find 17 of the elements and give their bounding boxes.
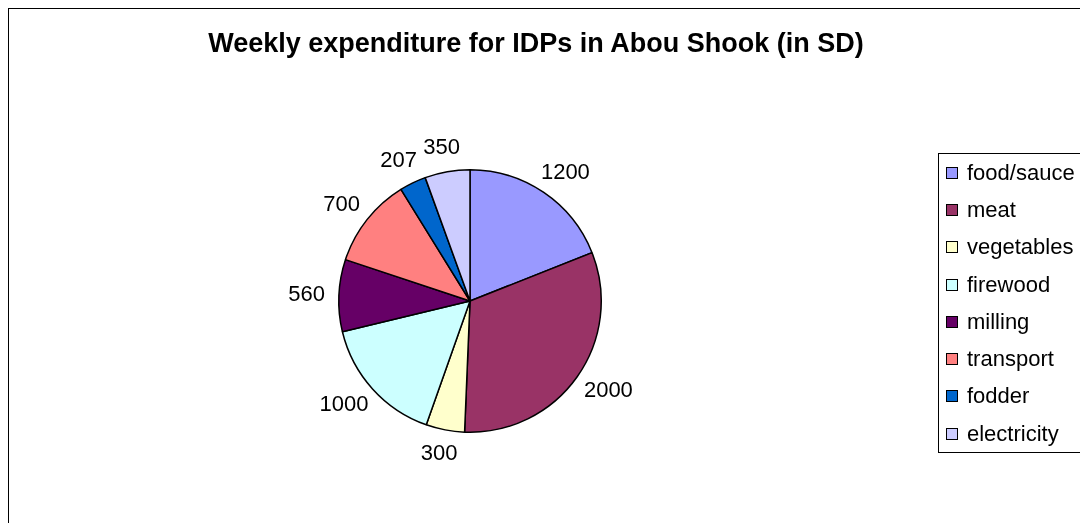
legend-label: electricity [967,420,1059,447]
data-label: 350 [423,134,461,160]
legend-label: milling [967,308,1030,335]
data-label: 300 [420,439,458,465]
legend-label: food/sauce [967,159,1075,186]
data-label: 2000 [583,376,633,402]
data-label: 1200 [540,158,590,184]
data-label: 560 [288,280,325,306]
data-label: 1000 [319,391,369,417]
legend-label: vegetables [967,234,1074,261]
legend-label: firewood [967,271,1051,298]
data-label: 207 [380,147,418,173]
legend-label: meat [967,196,1016,223]
data-label: 700 [323,190,360,216]
legend-label: transport [967,346,1054,373]
legend-label: fodder [967,383,1030,410]
chart-title: Weekly expenditure for IDPs in Abou Shook (in SD) [207,27,865,59]
